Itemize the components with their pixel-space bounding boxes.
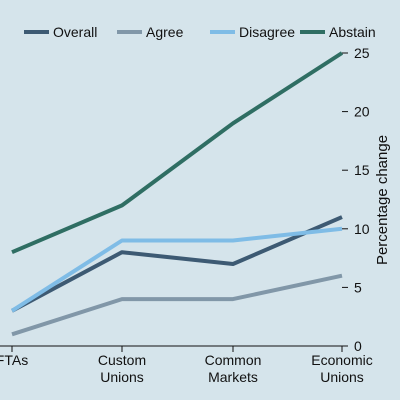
series-line-agree xyxy=(11,273,343,337)
x-axis: FTAs Custom Unions Common Markets Economic Uni… xyxy=(0,345,373,385)
y-axis-label: Percentage change xyxy=(374,135,391,265)
legend-item-disagree: Disagree xyxy=(210,24,295,40)
legend-label: Disagree xyxy=(239,24,295,40)
y-tick-label: 0 xyxy=(354,338,362,354)
legend-item-abstain: Abstain xyxy=(300,24,376,40)
series-line-disagree xyxy=(10,226,343,313)
legend-label: Agree xyxy=(146,24,184,40)
x-tick-label-ftas: FTAs xyxy=(0,352,28,368)
y-tick-label: 20 xyxy=(354,104,370,120)
legend-item-overall: Overall xyxy=(24,24,97,40)
series-lines xyxy=(10,51,344,337)
y-tick-label: 5 xyxy=(354,279,362,295)
y-tick-label: 25 xyxy=(354,45,370,61)
y-axis: 0 5 10 15 20 25 xyxy=(342,45,370,354)
x-tick-label-common-markets: Common Markets xyxy=(205,352,262,385)
legend-label: Overall xyxy=(53,24,97,40)
x-tick-label-economic-unions: Economic Unions xyxy=(311,352,372,385)
series-line-abstain xyxy=(11,51,344,255)
y-tick-label: 15 xyxy=(354,162,370,178)
x-tick-label-custom-unions: Custom Unions xyxy=(98,352,146,385)
legend-item-agree: Agree xyxy=(117,24,184,40)
legend-label: Abstain xyxy=(329,24,376,40)
y-tick-label: 10 xyxy=(354,221,370,237)
legend: Overall Agree Disagree Abstain xyxy=(24,24,376,40)
series-line-overall xyxy=(11,215,343,313)
